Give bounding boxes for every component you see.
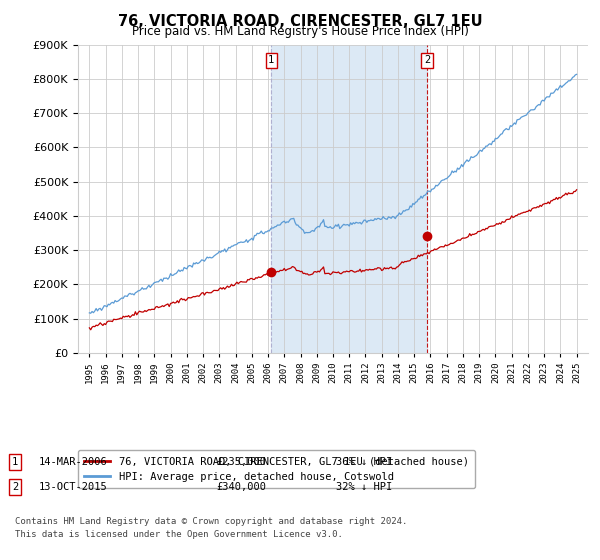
- Text: 1: 1: [268, 55, 274, 65]
- Text: 13-OCT-2015: 13-OCT-2015: [39, 482, 108, 492]
- Text: £235,000: £235,000: [216, 457, 266, 467]
- Text: £340,000: £340,000: [216, 482, 266, 492]
- Text: 36% ↓ HPI: 36% ↓ HPI: [336, 457, 392, 467]
- Text: 76, VICTORIA ROAD, CIRENCESTER, GL7 1EU: 76, VICTORIA ROAD, CIRENCESTER, GL7 1EU: [118, 14, 482, 29]
- Text: Price paid vs. HM Land Registry's House Price Index (HPI): Price paid vs. HM Land Registry's House …: [131, 25, 469, 38]
- Text: 2: 2: [424, 55, 430, 65]
- Text: 32% ↓ HPI: 32% ↓ HPI: [336, 482, 392, 492]
- Bar: [271, 45, 427, 353]
- Text: This data is licensed under the Open Government Licence v3.0.: This data is licensed under the Open Gov…: [15, 530, 343, 539]
- Text: Contains HM Land Registry data © Crown copyright and database right 2024.: Contains HM Land Registry data © Crown c…: [15, 517, 407, 526]
- Text: 1: 1: [12, 457, 18, 467]
- Text: 2: 2: [12, 482, 18, 492]
- Legend: 76, VICTORIA ROAD, CIRENCESTER, GL7 1EU (detached house), HPI: Average price, de: 76, VICTORIA ROAD, CIRENCESTER, GL7 1EU …: [78, 450, 475, 488]
- Text: 14-MAR-2006: 14-MAR-2006: [39, 457, 108, 467]
